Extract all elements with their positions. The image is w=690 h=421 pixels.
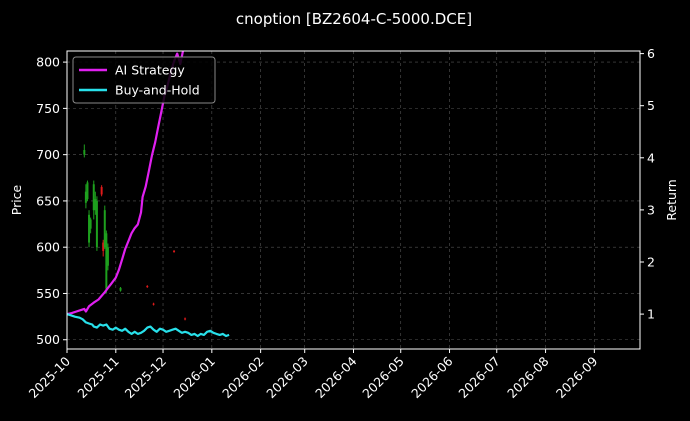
- candle-body: [100, 187, 103, 195]
- candlestick-series: [83, 144, 187, 321]
- candle-body: [94, 199, 97, 211]
- candle-body: [106, 247, 109, 266]
- chart-title: cnoption [BZ2604-C-5000.DCE]: [236, 10, 472, 28]
- y-tick-label-left: 550: [36, 286, 60, 301]
- candle-body: [146, 286, 149, 288]
- y-tick-label-left: 650: [36, 193, 60, 208]
- candle-body: [102, 242, 105, 251]
- candle-body: [105, 233, 108, 289]
- y-tick-label-right: 6: [647, 46, 655, 61]
- y-tick-label-right: 3: [647, 202, 655, 217]
- series-line-buy-and-hold: [67, 313, 230, 338]
- y-tick-label-left: 600: [36, 240, 60, 255]
- candle-body: [86, 182, 89, 200]
- y-tick-label-left: 800: [36, 55, 60, 70]
- y-tick-label-right: 5: [647, 98, 655, 113]
- y-tick-label-left: 500: [36, 332, 60, 347]
- y-axis-label-left: Price: [9, 184, 24, 215]
- candle-body: [83, 150, 86, 155]
- candle-body: [84, 191, 87, 203]
- legend-label: Buy-and-Hold: [115, 83, 200, 98]
- legend: AI Strategy Buy-and-Hold: [72, 56, 216, 104]
- candle-body: [89, 219, 92, 229]
- y-tick-label-left: 750: [36, 101, 60, 116]
- candle-body: [152, 303, 155, 305]
- y-tick-label-right: 2: [647, 254, 655, 269]
- legend-box: [72, 56, 216, 104]
- candle-body: [88, 214, 91, 243]
- y-tick-label-right: 1: [647, 307, 655, 322]
- candle-body: [173, 250, 176, 252]
- candle-body: [103, 210, 106, 248]
- y-tick-label-right: 4: [647, 150, 655, 165]
- candle-body: [119, 287, 122, 291]
- y-axis-label-right: Return: [664, 179, 679, 220]
- y-tick-label-left: 700: [36, 147, 60, 162]
- candle-body: [92, 184, 95, 211]
- candle-body: [184, 318, 187, 320]
- candle-body: [95, 200, 98, 248]
- legend-label: AI Strategy: [115, 63, 185, 78]
